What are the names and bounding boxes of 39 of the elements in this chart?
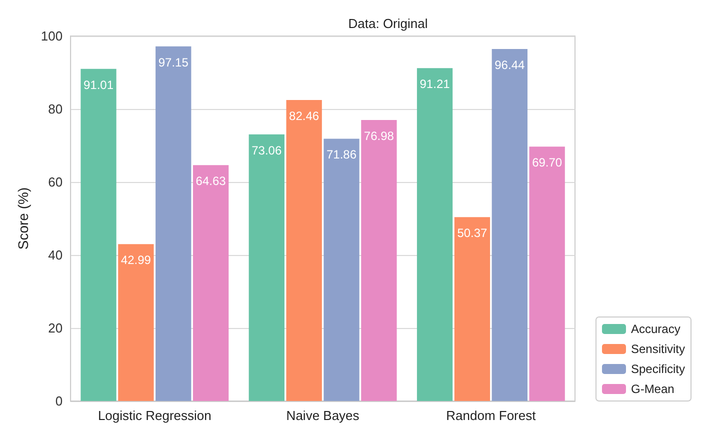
x-tick-label: Random Forest — [446, 408, 536, 423]
y-tick-label: 60 — [48, 174, 63, 190]
bar — [118, 244, 154, 401]
y-tick-label: 40 — [48, 248, 63, 262]
y-tick-label: 20 — [48, 320, 63, 336]
legend-label: Specificity — [630, 362, 686, 376]
data-label: 91.21 — [420, 77, 450, 92]
data-label: 96.44 — [494, 58, 525, 72]
bar — [454, 217, 490, 401]
y-tick-label: 80 — [48, 102, 63, 116]
data-label: 64.63 — [196, 174, 226, 188]
data-label: 50.37 — [457, 226, 488, 240]
bar — [192, 165, 229, 401]
legend-label: Sensitivity — [630, 342, 686, 356]
data-label: 82.46 — [289, 109, 320, 124]
x-tick-label: Logistic Regression — [98, 408, 212, 423]
data-label: 71.86 — [326, 148, 357, 162]
bar — [492, 48, 528, 401]
bar — [529, 146, 565, 401]
data-label: 76.98 — [364, 129, 394, 144]
y-axis-title: Score (%) — [15, 187, 31, 250]
bar — [286, 100, 322, 401]
bar — [324, 138, 360, 401]
bar — [156, 46, 192, 401]
data-label: 42.99 — [120, 253, 152, 268]
chart-title: Data: Original — [348, 16, 428, 31]
data-label: 69.70 — [532, 156, 562, 170]
data-label: 97.15 — [158, 55, 189, 70]
bar — [361, 120, 397, 401]
legend-label: Accuracy — [630, 322, 680, 336]
data-label: 73.06 — [252, 143, 282, 158]
bar — [416, 68, 453, 401]
data-label: 91.01 — [83, 78, 114, 92]
bar — [80, 68, 116, 401]
legend-label: G-Mean — [630, 382, 674, 396]
bar — [248, 134, 284, 401]
x-tick-label: Naive Bayes — [286, 408, 360, 423]
y-tick-label: 0 — [55, 394, 63, 408]
y-tick-label: 100 — [40, 28, 63, 44]
